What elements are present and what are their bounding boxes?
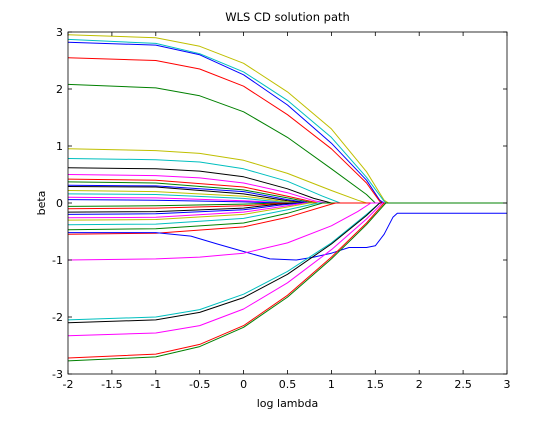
series-layer [67, 34, 507, 362]
y-tick-label-4: 0 [56, 197, 63, 210]
y-tick-label-3: -1 [52, 254, 63, 267]
series-line-30 [67, 202, 507, 324]
y-tick-label-5: 1 [56, 140, 63, 153]
x-tick-label-10: 2.5 [454, 378, 472, 391]
y-tick-label-7: 3 [56, 26, 63, 39]
y-tick-label-2: -2 [52, 311, 63, 324]
series-line-33 [67, 202, 507, 362]
x-tick-label-3: -1 [150, 378, 161, 391]
x-tick-label-11: 3 [504, 378, 511, 391]
y-tick-label-1: -3 [52, 368, 63, 381]
chart-title: WLS CD solution path [225, 10, 350, 24]
series-line-8 [67, 167, 507, 204]
x-tick-label-9: 2 [416, 378, 423, 391]
series-line-2 [67, 38, 507, 204]
series-line-32 [67, 202, 507, 359]
x-tick-label-4: -0.5 [189, 378, 210, 391]
series-line-26 [67, 202, 507, 235]
series-line-3 [67, 41, 507, 204]
x-axis-label: log lambda [257, 397, 318, 410]
x-tick-label-6: 0.5 [279, 378, 297, 391]
y-tick-label-6: 2 [56, 83, 63, 96]
series-line-7 [67, 158, 507, 204]
x-tick-label-5: 0 [240, 378, 247, 391]
series-line-4 [67, 57, 507, 204]
series-line-28 [67, 202, 507, 261]
x-tick-label-7: 1 [328, 378, 335, 391]
series-line-31 [67, 202, 507, 337]
x-tick-label-8: 1.5 [367, 378, 385, 391]
series-line-27 [68, 212, 507, 261]
series-line-6 [67, 148, 507, 204]
series-line-5 [67, 83, 507, 204]
series-line-1 [67, 34, 507, 204]
x-tick-label-1: -2 [63, 378, 74, 391]
y-axis-label: beta [35, 191, 48, 216]
x-tick-label-2: -1.5 [101, 378, 122, 391]
